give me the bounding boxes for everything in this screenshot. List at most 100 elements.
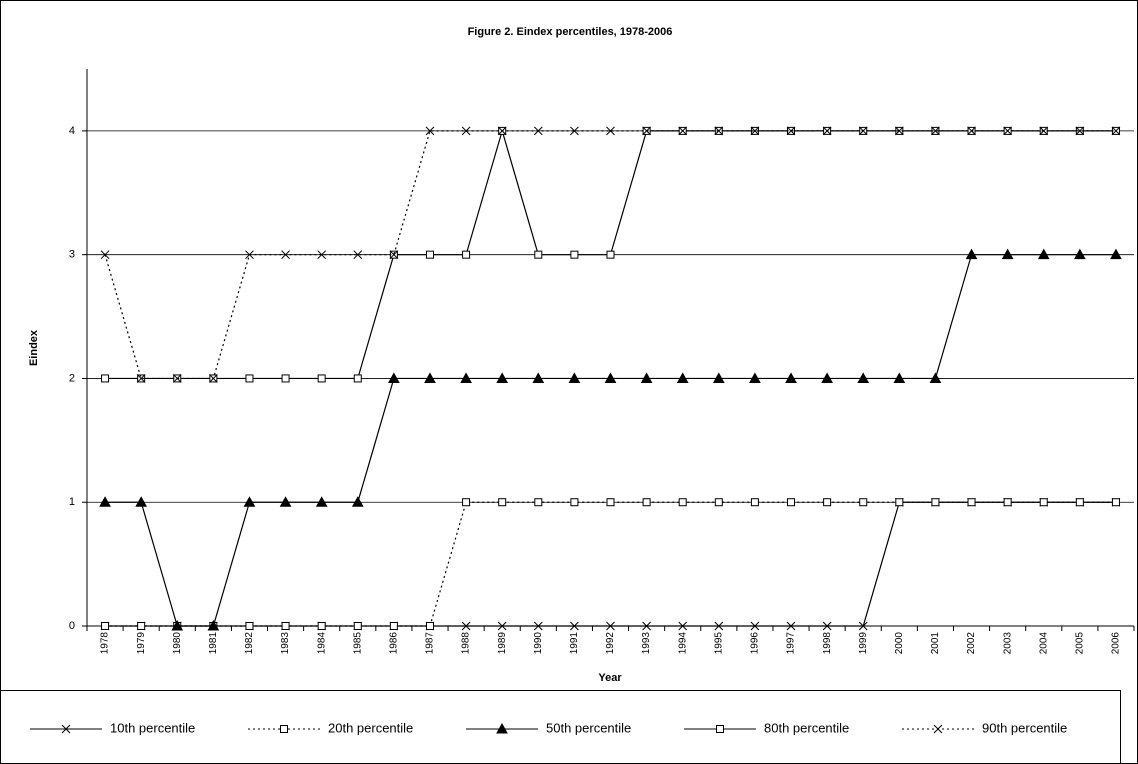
marker (750, 498, 759, 507)
x-tick-label: 1987 (425, 632, 436, 655)
marker (245, 622, 254, 630)
marker (353, 374, 362, 383)
marker (678, 126, 688, 136)
x-tick-label: 1996 (750, 632, 761, 655)
x-tick-label: 1978 (100, 632, 111, 655)
marker (823, 498, 832, 507)
x-tick-label: 1986 (389, 632, 400, 655)
marker (209, 374, 218, 383)
marker (606, 621, 615, 631)
marker (714, 126, 724, 136)
marker (1039, 126, 1049, 136)
legend-marker (61, 724, 71, 734)
marker (99, 496, 111, 507)
marker (857, 372, 870, 383)
legend-label: 10th percentile (110, 720, 195, 735)
marker (1073, 248, 1086, 260)
marker (712, 372, 725, 383)
x-tick-label: 1994 (677, 632, 688, 655)
marker (750, 621, 760, 631)
series-line (105, 501, 1116, 627)
x-tick-label: 2002 (966, 632, 977, 655)
x-axis-label: Year (598, 672, 622, 684)
marker (389, 622, 398, 630)
legend-label: 50th percentile (546, 720, 631, 735)
x-tick-label: 1995 (713, 632, 724, 655)
y-axis-label: Eindex (28, 329, 40, 366)
legend-marker (280, 725, 288, 733)
marker (967, 126, 976, 136)
x-tick-label: 1985 (352, 632, 363, 655)
legend-box (0, 690, 1121, 764)
marker (1075, 126, 1085, 136)
marker (425, 126, 435, 136)
x-tick-label: 1999 (858, 632, 869, 655)
marker (570, 250, 579, 259)
marker (135, 496, 148, 507)
x-tick-label: 1984 (316, 632, 327, 655)
marker (101, 622, 110, 630)
marker (714, 498, 723, 507)
y-tick-label: 3 (69, 249, 75, 261)
marker (786, 621, 796, 631)
y-tick-label: 2 (69, 372, 75, 384)
marker (534, 250, 543, 259)
marker (533, 621, 543, 631)
marker (931, 498, 940, 507)
marker (101, 374, 110, 383)
marker (1110, 248, 1122, 260)
marker (498, 498, 507, 507)
x-tick-label: 1991 (569, 632, 580, 655)
x-tick-label: 1983 (280, 632, 291, 655)
marker (1039, 498, 1048, 507)
marker (642, 126, 651, 136)
marker (858, 621, 868, 631)
marker (137, 622, 146, 630)
x-tick-label: 1993 (641, 632, 652, 655)
marker (822, 621, 832, 631)
marker (893, 372, 906, 383)
x-tick-label: 2006 (1111, 632, 1122, 655)
marker (895, 498, 904, 507)
marker (642, 621, 651, 631)
marker (461, 126, 471, 136)
marker (929, 372, 942, 383)
marker (678, 498, 687, 507)
marker (389, 250, 399, 260)
marker (931, 126, 940, 136)
marker (894, 126, 904, 136)
marker (351, 496, 364, 507)
marker (640, 372, 653, 383)
marker (570, 126, 579, 136)
marker (859, 498, 868, 507)
marker (532, 372, 545, 383)
marker (570, 498, 579, 507)
marker (822, 126, 832, 136)
marker (1111, 126, 1121, 136)
marker (315, 496, 328, 507)
marker (1001, 248, 1014, 260)
legend-label: 20th percentile (328, 720, 413, 735)
series-line (104, 130, 1116, 380)
marker (604, 372, 617, 383)
marker (207, 619, 220, 631)
marker (460, 372, 472, 383)
marker (606, 250, 615, 259)
marker (136, 374, 146, 383)
marker (497, 126, 507, 136)
x-tick-label: 1979 (136, 632, 147, 655)
x-tick-label: 1998 (822, 632, 833, 655)
marker (606, 498, 615, 507)
x-tick-label: 2003 (1002, 632, 1013, 655)
legend-marker (933, 724, 943, 734)
x-tick-label: 1997 (786, 632, 797, 655)
marker (317, 374, 326, 383)
marker (279, 496, 292, 507)
marker (496, 372, 509, 383)
marker (353, 250, 363, 260)
marker (606, 126, 615, 136)
marker (821, 372, 833, 383)
marker (967, 498, 976, 507)
x-tick-label: 1988 (461, 632, 472, 655)
